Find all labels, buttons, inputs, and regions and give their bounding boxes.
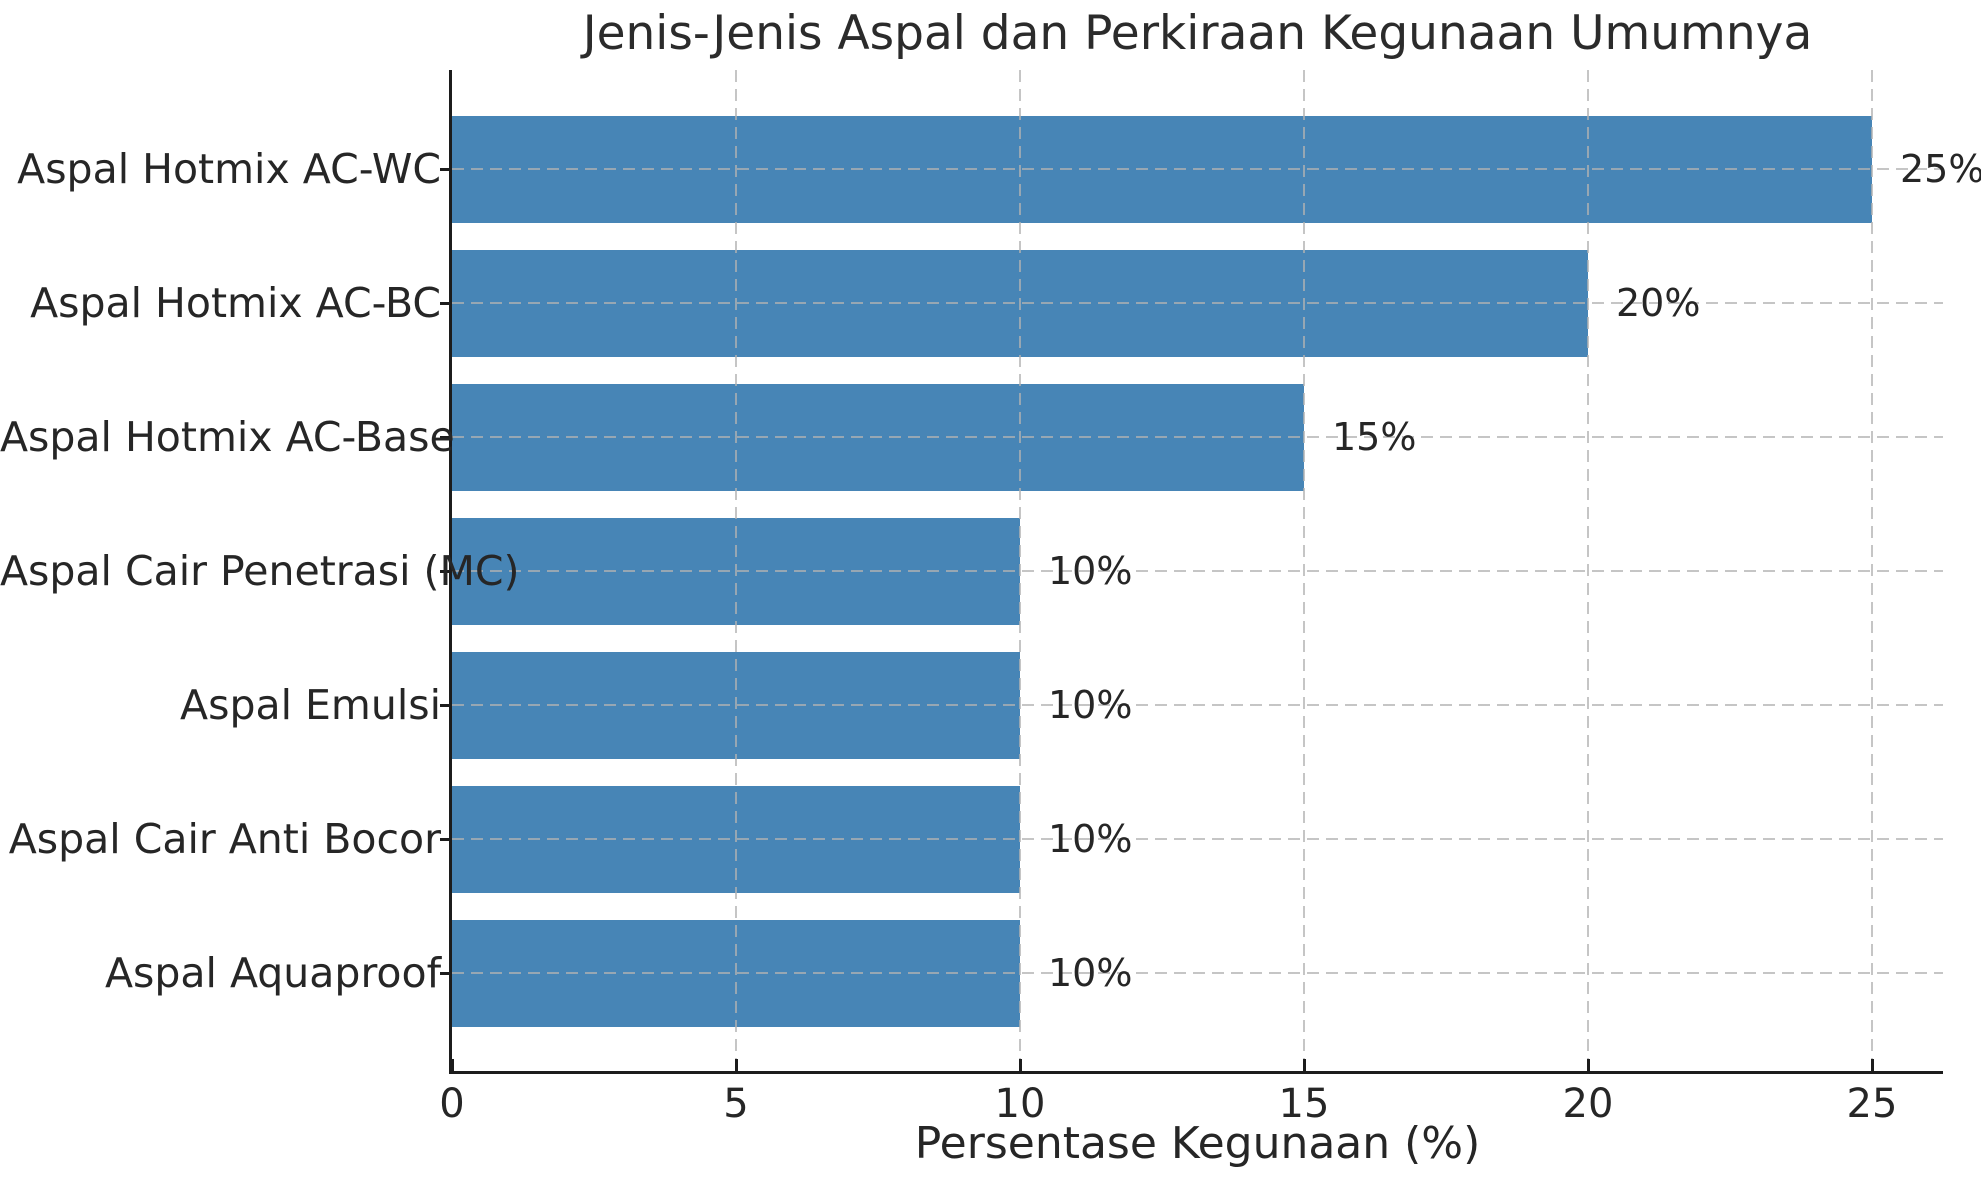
horizontal-gridline: [452, 168, 1943, 170]
category-label: Aspal Hotmix AC-WC: [17, 145, 441, 193]
y-tick-mark: [440, 837, 449, 841]
category-label: Aspal Aquaproof: [104, 949, 441, 997]
horizontal-gridline: [452, 302, 1943, 304]
value-label: 10%: [1048, 549, 1133, 593]
category-label: Aspal Hotmix AC-Base: [0, 413, 455, 461]
category-label: Aspal Cair Anti Bocor: [8, 815, 441, 863]
value-label: 10%: [1048, 951, 1133, 995]
category-label: Aspal Cair Penetrasi (MC): [0, 547, 520, 595]
horizontal-gridline: [452, 436, 1943, 438]
x-tick-label: 5: [723, 1081, 749, 1127]
category-label: Aspal Emulsi: [180, 681, 441, 729]
x-tick-label: 20: [1562, 1081, 1614, 1127]
y-tick-mark: [440, 703, 449, 707]
x-axis-label: Persentase Kegunaan (%): [914, 1118, 1481, 1169]
x-tick-mark: [1018, 1059, 1022, 1071]
x-tick-mark: [1302, 1059, 1306, 1071]
value-label: 15%: [1332, 415, 1417, 459]
y-tick-mark: [440, 167, 449, 171]
y-tick-mark: [440, 569, 449, 573]
y-tick-mark: [440, 971, 449, 975]
x-tick-label: 10: [994, 1081, 1046, 1127]
y-tick-mark: [440, 435, 449, 439]
x-axis-spine: [449, 1071, 1943, 1074]
horizontal-gridline: [452, 704, 1943, 706]
chart-title: Jenis-Jenis Aspal dan Perkiraan Kegunaan…: [582, 6, 1813, 61]
x-tick-label: 15: [1278, 1081, 1330, 1127]
category-label: Aspal Hotmix AC-BC: [30, 279, 441, 327]
x-tick-mark: [1586, 1059, 1590, 1071]
x-tick-mark: [1870, 1059, 1874, 1071]
value-label: 20%: [1616, 281, 1701, 325]
x-tick-mark: [734, 1059, 738, 1071]
value-label: 10%: [1048, 817, 1133, 861]
x-tick-mark: [450, 1059, 454, 1071]
value-label: 25%: [1900, 147, 1981, 191]
y-tick-mark: [440, 301, 449, 305]
horizontal-gridline: [452, 972, 1943, 974]
value-label: 10%: [1048, 683, 1133, 727]
x-tick-label: 0: [439, 1081, 465, 1127]
horizontal-gridline: [452, 570, 1943, 572]
x-tick-label: 25: [1846, 1081, 1898, 1127]
horizontal-gridline: [452, 838, 1943, 840]
y-axis-spine: [449, 70, 452, 1074]
